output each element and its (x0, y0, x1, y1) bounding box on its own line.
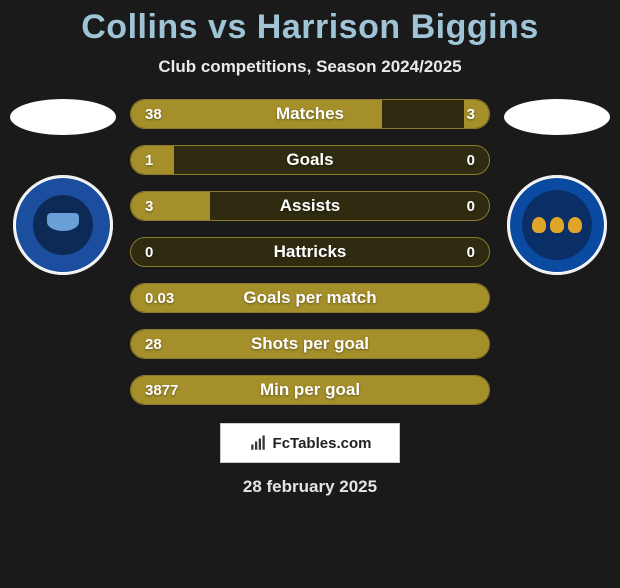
watermark: FcTables.com (220, 423, 400, 463)
player-left-avatar-placeholder (10, 99, 116, 135)
stat-bars: 38Matches31Goals03Assists00Hattricks00.0… (130, 99, 490, 405)
club-badge-right-inner (522, 190, 592, 260)
chart-icon (249, 434, 267, 452)
player-right-avatar-placeholder (504, 99, 610, 135)
stat-row: 0Hattricks0 (130, 237, 490, 267)
player-left-col (8, 99, 118, 275)
date-label: 28 february 2025 (0, 477, 620, 497)
player-right-col (502, 99, 612, 275)
stat-label: Goals (131, 146, 489, 174)
comparison-area: 38Matches31Goals03Assists00Hattricks00.0… (0, 99, 620, 405)
stat-label: Min per goal (131, 376, 489, 404)
stat-row: 28Shots per goal (130, 329, 490, 359)
stat-value-right: 0 (467, 192, 475, 220)
watermark-text: FcTables.com (273, 435, 372, 452)
stat-value-right: 0 (467, 238, 475, 266)
stat-row: 38Matches3 (130, 99, 490, 129)
page-title: Collins vs Harrison Biggins (0, 8, 620, 47)
stat-label: Shots per goal (131, 330, 489, 358)
stat-label: Hattricks (131, 238, 489, 266)
club-badge-left-inner (33, 195, 93, 255)
stat-label: Goals per match (131, 284, 489, 312)
stat-value-right: 0 (467, 146, 475, 174)
stat-row: 0.03Goals per match (130, 283, 490, 313)
stat-row: 3877Min per goal (130, 375, 490, 405)
stat-label: Assists (131, 192, 489, 220)
stat-row: 3Assists0 (130, 191, 490, 221)
stat-row: 1Goals0 (130, 145, 490, 175)
club-badge-right (507, 175, 607, 275)
stat-label: Matches (131, 100, 489, 128)
club-badge-left (13, 175, 113, 275)
subtitle: Club competitions, Season 2024/2025 (0, 57, 620, 77)
stat-value-right: 3 (467, 100, 475, 128)
